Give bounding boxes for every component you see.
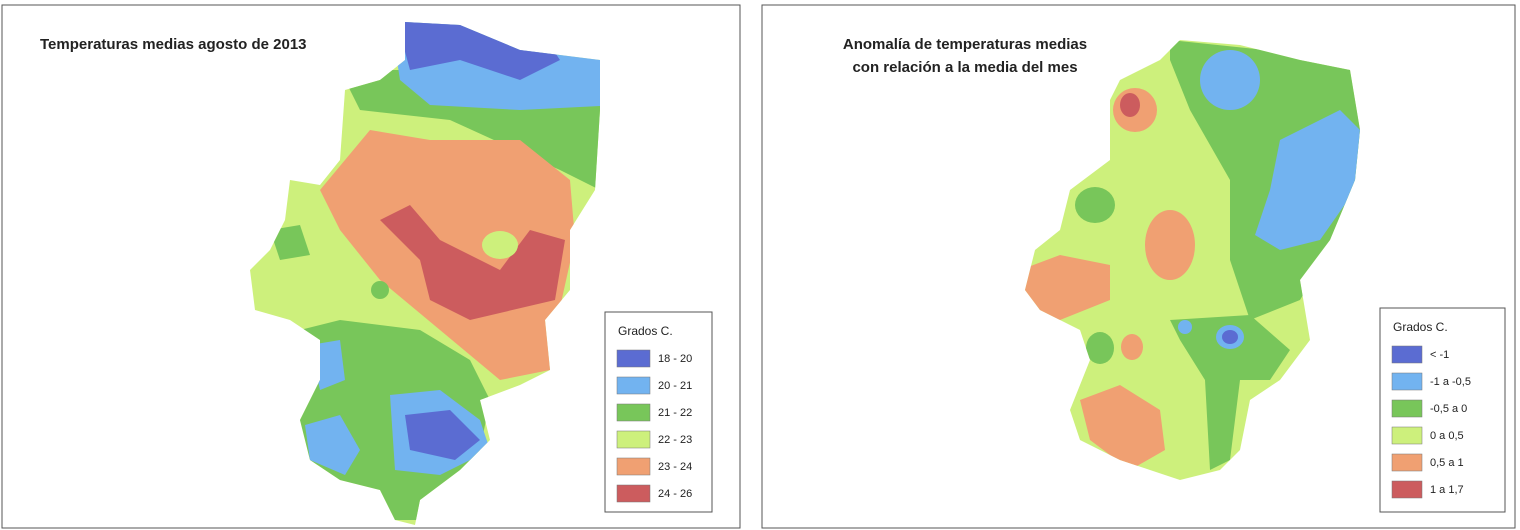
- legend-title: Grados C.: [1393, 320, 1448, 334]
- legend-label: 1 a 1,7: [1430, 484, 1464, 496]
- legend-swatch: [616, 430, 651, 449]
- legend-label: < -1: [1430, 349, 1449, 361]
- legend-label: -1 a -0,5: [1430, 376, 1471, 388]
- legend-label: 18 - 20: [658, 353, 692, 365]
- legend-swatch: [1391, 399, 1423, 418]
- legend-swatch: [616, 457, 651, 476]
- map-title: con relación a la media del mes: [852, 59, 1077, 76]
- legend-label: 21 - 22: [658, 407, 692, 419]
- legend-label: 24 - 26: [658, 488, 692, 500]
- legend-swatch: [1391, 480, 1423, 499]
- legends: Grados C. 18 - 20 20 - 21 21 - 22 22 - 23 23 …: [604, 307, 1506, 513]
- legend-label: 0 a 0,5: [1430, 430, 1464, 442]
- legend-swatch: [1391, 372, 1423, 391]
- temperature-map: [250, 22, 600, 525]
- legend-swatch: [1391, 426, 1423, 445]
- legend-swatch: [616, 403, 651, 422]
- map-title: Anomalía de temperaturas medias: [843, 36, 1087, 53]
- legend-swatch: [1391, 345, 1423, 364]
- legend-label: 20 - 21: [658, 380, 692, 392]
- legend-swatch: [616, 376, 651, 395]
- legend-label: 22 - 23: [658, 434, 692, 446]
- legend-label: 0,5 a 1: [1430, 457, 1464, 469]
- legend-title: Grados C.: [618, 324, 673, 338]
- map-title: Temperaturas medias agosto de 2013: [40, 36, 307, 53]
- anomaly-map: [1025, 40, 1360, 480]
- legend-swatch: [1391, 453, 1423, 472]
- legend-label: -0,5 a 0: [1430, 403, 1467, 415]
- legend-swatch: [616, 484, 651, 503]
- legend-label: 23 - 24: [658, 461, 692, 473]
- legend-swatch: [616, 349, 651, 368]
